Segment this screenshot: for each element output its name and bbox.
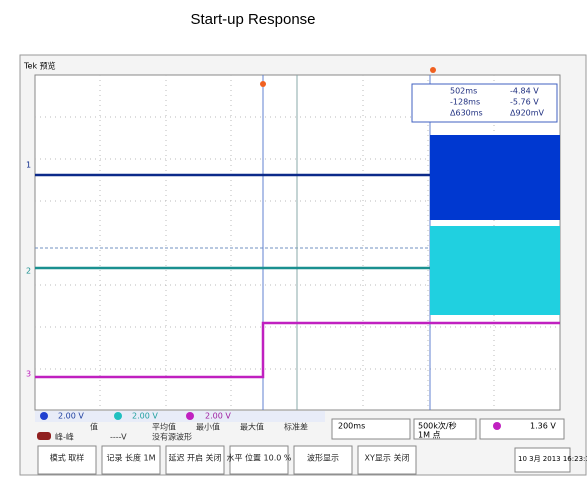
cursor-volt: -4.84 V — [510, 87, 539, 96]
cursor-readout — [411, 83, 558, 123]
cursor-delta: Δ630ms — [450, 109, 483, 118]
cursor-time: 502ms — [450, 87, 477, 96]
measure-menu: 值 平均值 最小值 最大值 标准差 峰-峰 ----V 没有源波形 — [37, 422, 308, 442]
ch2-burst — [430, 226, 560, 315]
timestamp: 10 3月 2013 16:23:11 — [518, 455, 587, 463]
src-badge — [37, 432, 51, 440]
screen-label: Tek 预览 — [23, 61, 56, 71]
ch2-badge — [114, 412, 122, 420]
cursor-volt: -5.76 V — [510, 98, 539, 107]
menu-item: 最大值 — [240, 422, 264, 432]
softkey-label: 延迟 开启 关闭 — [168, 453, 221, 463]
cursor-a-marker — [260, 81, 266, 87]
softkey[interactable] — [101, 445, 161, 475]
softkey[interactable] — [357, 445, 417, 475]
ch1-scale: 2.00 V — [58, 412, 84, 421]
cursor-time: -128ms — [450, 98, 480, 107]
ch1-badge — [40, 412, 48, 420]
menu-item: 没有源波形 — [152, 432, 192, 442]
cursor-delta: Δ920mV — [510, 109, 545, 118]
menu-item: 峰-峰 — [55, 432, 74, 442]
ch2-scale: 2.00 V — [132, 412, 158, 421]
softkey-label: XY显示 关闭 — [365, 453, 410, 463]
cursor-b-marker — [430, 67, 436, 73]
softkey[interactable] — [165, 445, 225, 475]
timebase-box — [331, 418, 411, 440]
softkeys: 模式 取样 记录 长度 1M 延迟 开启 关闭 水平 位置 10.0 % 波形显示 XY显… — [37, 445, 417, 475]
trigger-badge — [493, 422, 501, 430]
softkey[interactable] — [229, 445, 289, 475]
record-points: 1M 点 — [418, 431, 441, 440]
trigger-level: 1.36 V — [530, 422, 556, 431]
status-bar: 2.00 V 2.00 V 2.00 V 200ms 500k次/秒 1M 点 … — [35, 411, 565, 440]
menu-item: 最小值 — [196, 422, 220, 432]
cursor-values: 502ms -4.84 V -128ms -5.76 V Δ630ms Δ920… — [450, 87, 545, 118]
ch3-badge — [186, 412, 194, 420]
status-bg — [35, 411, 325, 422]
rate-box — [413, 418, 477, 440]
softkey-label: 模式 取样 — [50, 453, 85, 463]
ch2-marker: 2 — [26, 267, 31, 276]
timestamp-box — [514, 447, 571, 473]
softkey-label: 记录 长度 1M — [106, 453, 155, 463]
softkey[interactable] — [293, 445, 353, 475]
ch1-marker: 1 — [26, 161, 31, 170]
timebase: 200ms — [338, 422, 365, 431]
menu-item: ----V — [110, 433, 127, 442]
ch3-trace — [35, 321, 560, 379]
menu-item: 值 — [90, 422, 98, 432]
ch3-marker: 3 — [26, 370, 31, 379]
menu-item: 平均值 — [152, 422, 176, 432]
softkey-label: 波形显示 — [307, 453, 339, 463]
sample-rate: 500k次/秒 — [418, 421, 457, 431]
title: Start-up Response — [190, 11, 315, 28]
softkey[interactable] — [37, 445, 97, 475]
ch1-burst — [430, 135, 560, 220]
ch3-scale: 2.00 V — [205, 412, 231, 421]
trigger-box — [479, 418, 565, 440]
softkey-label: 水平 位置 10.0 % — [226, 453, 291, 463]
menu-item: 标准差 — [284, 422, 308, 432]
